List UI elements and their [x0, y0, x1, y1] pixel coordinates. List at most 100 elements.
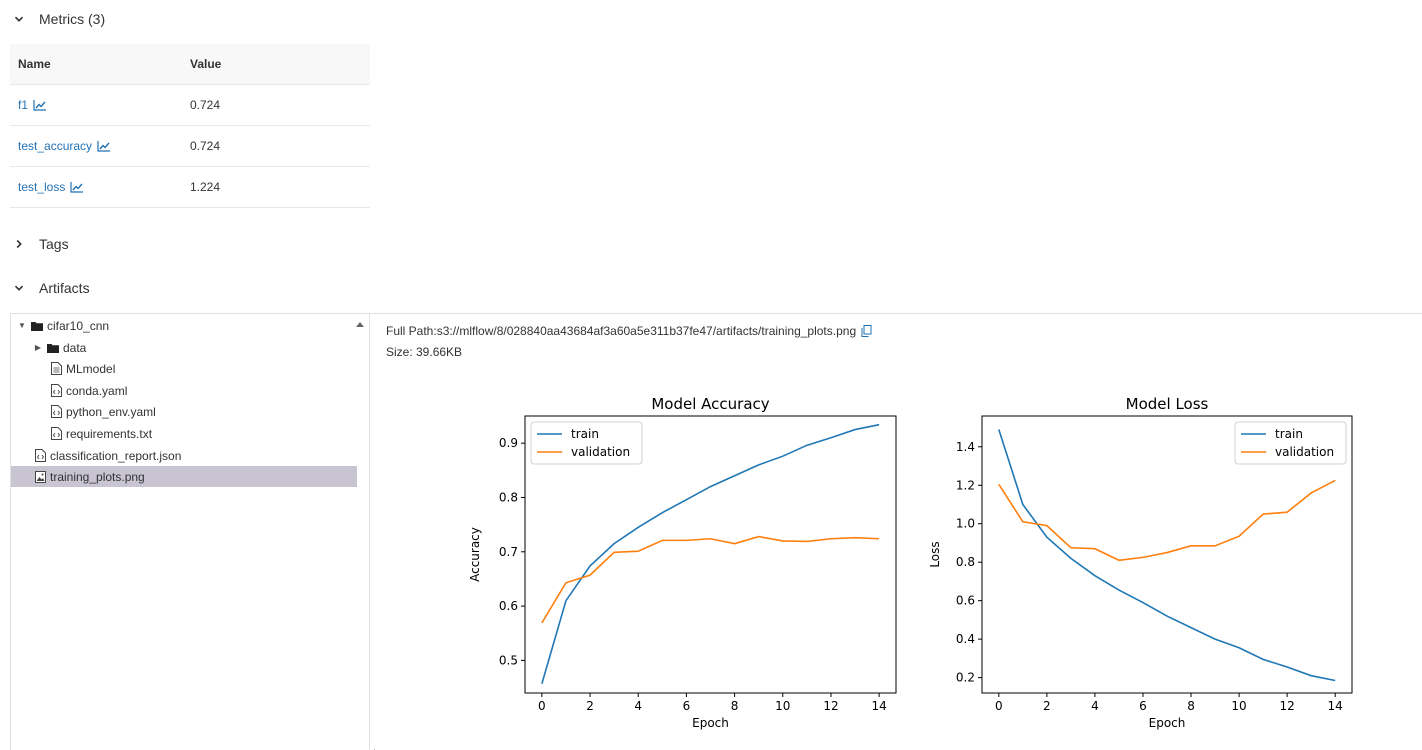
artifacts-panel: ▼ cifar10_cnn ▶ data MLmodel conda.yaml [10, 313, 1422, 750]
y-axis-label: Loss [928, 541, 942, 567]
code-file-icon [33, 449, 47, 463]
metrics-section-title: Metrics (3) [39, 11, 106, 27]
folder-icon [46, 341, 60, 355]
tree-item-label: training_plots.png [50, 469, 145, 484]
x-axis-label: Epoch [692, 716, 729, 730]
line-chart-icon[interactable] [70, 181, 84, 193]
tree-item-label: classification_report.json [50, 448, 182, 463]
tree-item-label: conda.yaml [66, 383, 128, 398]
file-icon [49, 362, 63, 376]
image-file-icon [33, 470, 47, 484]
tree-item-label: python_env.yaml [66, 404, 156, 419]
y-tick-label: 0.7 [499, 545, 518, 559]
tree-item-label: MLmodel [66, 361, 116, 376]
x-tick-label: 2 [1043, 699, 1051, 713]
chevron-down-icon [12, 12, 26, 26]
caret-down-icon[interactable]: ▼ [18, 321, 26, 330]
caret-right-icon[interactable]: ▶ [34, 343, 42, 352]
full-path-line: Full Path:s3://mlflow/8/028840aa43684af3… [386, 324, 872, 338]
code-file-icon [49, 427, 63, 441]
column-header-name[interactable]: Name [18, 57, 51, 71]
x-tick-label: 6 [683, 699, 691, 713]
y-tick-label: 0.2 [956, 671, 975, 685]
scroll-up-arrow-icon[interactable] [355, 317, 365, 327]
metric-value: 0.724 [190, 98, 221, 112]
x-tick-label: 6 [1139, 699, 1147, 713]
x-tick-label: 8 [1187, 699, 1195, 713]
legend-label: train [1275, 427, 1303, 441]
metric-value: 1.224 [190, 180, 221, 194]
x-tick-label: 4 [634, 699, 642, 713]
y-tick-label: 0.9 [499, 436, 518, 450]
tree-item-cifar10-cnn[interactable]: ▼ cifar10_cnn [11, 315, 357, 336]
metric-link-test-loss[interactable]: test_loss [18, 180, 66, 194]
tree-item-data[interactable]: ▶ data [11, 337, 357, 358]
code-file-icon [49, 384, 63, 398]
metrics-table-header: Name Value [10, 44, 370, 85]
tree-item-label: cifar10_cnn [47, 318, 110, 333]
tree-item-classification-report[interactable]: classification_report.json [11, 445, 357, 466]
table-row: f1 0.724 [10, 85, 370, 126]
x-tick-label: 2 [586, 699, 594, 713]
y-tick-label: 0.6 [499, 599, 518, 613]
series-line-train [998, 429, 1336, 682]
x-tick-label: 14 [871, 699, 886, 713]
series-line-validation [998, 479, 1336, 562]
artifact-preview: Full Path:s3://mlflow/8/028840aa43684af3… [370, 314, 1422, 750]
x-tick-label: 14 [1328, 699, 1343, 713]
metrics-section-header[interactable]: Metrics (3) [12, 7, 105, 31]
metric-link-test-accuracy[interactable]: test_accuracy [18, 139, 93, 153]
y-tick-label: 0.8 [956, 555, 975, 569]
tree-item-mlmodel[interactable]: MLmodel [11, 358, 357, 379]
legend-label: validation [1275, 445, 1334, 459]
x-tick-label: 0 [995, 699, 1003, 713]
y-tick-label: 0.5 [499, 653, 518, 667]
code-file-icon [49, 405, 63, 419]
metric-link-f1[interactable]: f1 [18, 98, 29, 112]
artifacts-section-title: Artifacts [39, 280, 90, 296]
copy-icon[interactable] [861, 325, 872, 337]
metric-value: 0.724 [190, 139, 221, 153]
x-tick-label: 4 [1091, 699, 1099, 713]
line-chart-icon[interactable] [97, 140, 111, 152]
y-tick-label: 1.4 [956, 440, 975, 454]
x-tick-label: 10 [1231, 699, 1246, 713]
full-path-text: Full Path:s3://mlflow/8/028840aa43684af3… [386, 324, 857, 338]
column-header-value[interactable]: Value [190, 57, 222, 71]
legend-box [530, 421, 643, 465]
y-tick-label: 1.0 [956, 517, 975, 531]
tree-item-requirements-txt[interactable]: requirements.txt [11, 423, 357, 444]
x-tick-label: 12 [823, 699, 838, 713]
resize-handle-icon[interactable] [374, 744, 382, 750]
legend-label: validation [571, 445, 630, 459]
y-tick-label: 0.6 [956, 594, 975, 608]
x-tick-label: 12 [1279, 699, 1294, 713]
chart-title: Model Loss [1126, 395, 1209, 413]
chevron-down-icon [12, 281, 26, 295]
tree-item-conda-yaml[interactable]: conda.yaml [11, 380, 357, 401]
y-tick-label: 0.4 [956, 632, 975, 646]
metrics-table: Name Value f1 0.724 test_accuracy 0.724 … [10, 44, 370, 208]
table-row: test_loss 1.224 [10, 167, 370, 208]
tree-item-label: requirements.txt [66, 426, 153, 441]
legend-label: train [571, 427, 599, 441]
tree-item-label: data [63, 340, 87, 355]
chart-title: Model Accuracy [651, 395, 769, 413]
table-row: test_accuracy 0.724 [10, 126, 370, 167]
y-axis-label: Accuracy [468, 527, 482, 582]
chevron-right-icon [12, 237, 26, 251]
x-axis-label: Epoch [1149, 716, 1186, 730]
x-tick-label: 8 [731, 699, 739, 713]
x-tick-label: 0 [538, 699, 546, 713]
folder-icon [30, 319, 44, 333]
tree-item-training-plots[interactable]: training_plots.png [11, 466, 357, 487]
legend-box [1234, 421, 1347, 465]
artifacts-section-header[interactable]: Artifacts [12, 276, 90, 300]
y-tick-label: 1.2 [956, 478, 975, 492]
tree-item-python-env-yaml[interactable]: python_env.yaml [11, 401, 357, 422]
tags-section-header[interactable]: Tags [12, 232, 69, 256]
file-size: Size: 39.66KB [386, 345, 463, 359]
x-tick-label: 10 [775, 699, 790, 713]
artifact-tree: ▼ cifar10_cnn ▶ data MLmodel conda.yaml [10, 314, 370, 750]
line-chart-icon[interactable] [33, 99, 47, 111]
